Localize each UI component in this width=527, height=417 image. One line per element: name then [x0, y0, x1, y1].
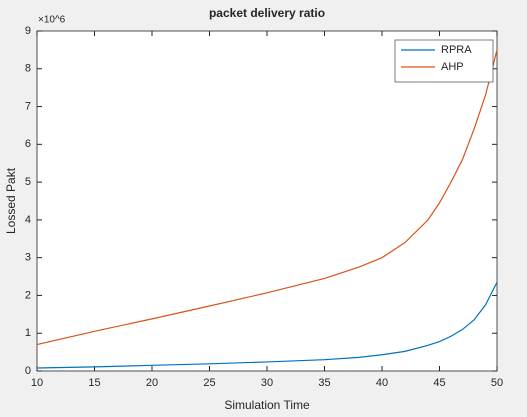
y-tick-label: 8 — [25, 63, 31, 75]
x-tick-label: 40 — [376, 377, 388, 389]
y-tick-label: 5 — [25, 176, 31, 188]
chart-title: packet delivery ratio — [209, 6, 325, 20]
legend-box — [394, 39, 494, 83]
y-tick-label: 9 — [25, 25, 31, 37]
legend-label: RPRA — [441, 44, 472, 56]
y-tick-label: 2 — [25, 289, 31, 301]
x-tick-label: 20 — [146, 377, 158, 389]
plot-area — [36, 30, 498, 372]
y-axis-label: Lossed Pakt — [4, 167, 18, 234]
x-tick-label: 25 — [203, 377, 215, 389]
y-tick-label: 6 — [25, 138, 31, 150]
y-tick-label: 7 — [25, 100, 31, 112]
y-exponent: ×10^6 — [38, 15, 66, 26]
x-tick-label: 50 — [491, 377, 503, 389]
y-tick-label: 1 — [25, 327, 31, 339]
series-line — [36, 49, 498, 346]
legend-label: AHP — [441, 61, 464, 73]
x-tick-label: 45 — [433, 377, 445, 389]
x-tick-label: 35 — [318, 377, 330, 389]
x-tick-label: 10 — [31, 377, 43, 389]
y-tick-label: 3 — [25, 252, 31, 264]
series-line — [36, 281, 498, 369]
y-tick-label: 0 — [25, 365, 31, 377]
x-tick-label: 15 — [88, 377, 100, 389]
x-axis-label: Simulation Time — [224, 398, 310, 412]
y-tick-label: 4 — [25, 214, 31, 226]
x-tick-label: 30 — [261, 377, 273, 389]
